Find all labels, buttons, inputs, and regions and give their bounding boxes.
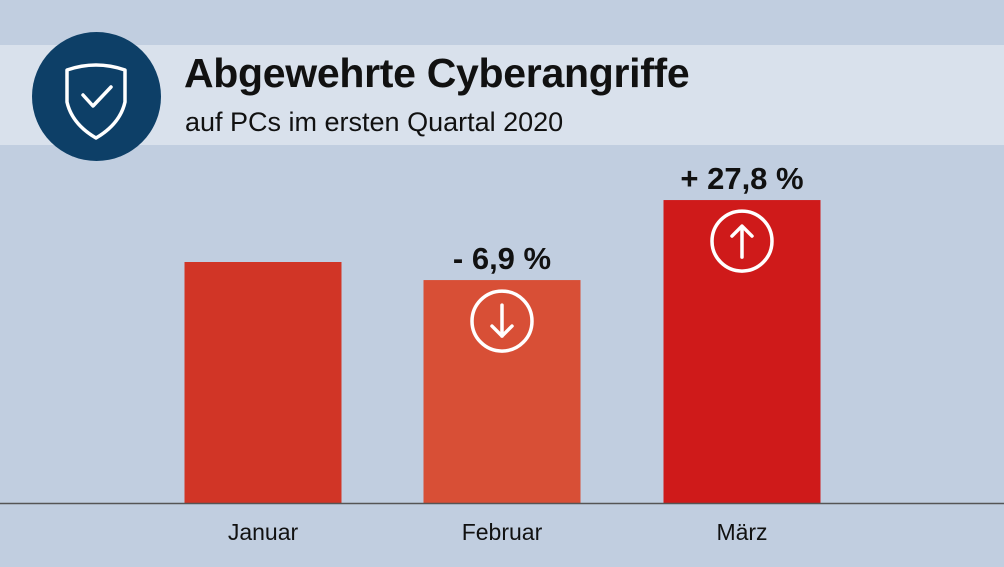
bar-januar <box>184 262 342 503</box>
header-banner <box>0 45 1004 145</box>
shield-check-icon <box>32 32 161 161</box>
arrow-down-circle-icon <box>470 289 534 353</box>
data-label: - 6,9 % <box>453 241 551 276</box>
data-label: + 27,8 % <box>680 161 803 196</box>
x-tick-label: Januar <box>228 519 299 545</box>
arrow-up-circle-icon <box>710 209 774 273</box>
chart-subtitle: auf PCs im ersten Quartal 2020 <box>185 107 564 137</box>
x-tick-label: Februar <box>462 519 543 545</box>
chart-title: Abgewehrte Cyberangriffe <box>184 50 690 96</box>
x-tick-label: März <box>716 519 767 545</box>
